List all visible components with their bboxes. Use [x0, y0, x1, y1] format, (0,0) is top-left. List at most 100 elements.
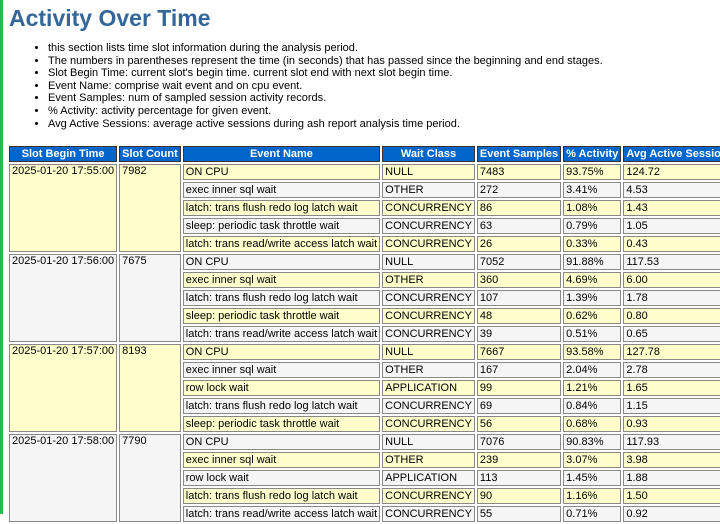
activity-cell: 1.16% [563, 488, 622, 504]
note: Avg Active Sessions: average active sess… [48, 118, 603, 131]
event-name-cell: latch: trans flush redo log latch wait [182, 290, 381, 306]
table-row: sleep: periodic task throttle wait CONCUR… [9, 308, 720, 324]
wait-class-cell: CONCURRENCY [382, 398, 475, 414]
event-name-cell: exec inner sql wait [182, 452, 381, 468]
table-row: exec inner sql wait OTHER 167 2.04% 2.78 [9, 362, 720, 378]
event-samples-cell: 63 [476, 218, 562, 234]
activity-cell: 1.45% [563, 470, 622, 486]
column-header: Avg Active Sessions [623, 146, 720, 162]
avg-sessions-cell: 1.15 [623, 398, 720, 414]
slot-count-cell: 7982 [119, 164, 181, 252]
activity-cell: 2.04% [563, 362, 622, 378]
avg-sessions-cell: 1.50 [623, 488, 720, 504]
table-row: latch: trans read/write access latch wai… [9, 326, 720, 342]
event-name-cell: sleep: periodic task throttle wait [182, 218, 381, 234]
event-name-cell: latch: trans read/write access latch wai… [182, 326, 381, 342]
activity-cell: 93.58% [563, 344, 622, 360]
note: Event Samples: num of sampled session ac… [48, 92, 603, 105]
column-header: Event Samples [476, 146, 562, 162]
activity-cell: 0.71% [563, 506, 622, 522]
event-name-cell: row lock wait [182, 470, 381, 486]
activity-cell: 1.39% [563, 290, 622, 306]
column-header: Event Name [182, 146, 381, 162]
avg-sessions-cell: 124.72 [623, 164, 720, 180]
wait-class-cell: APPLICATION [382, 470, 475, 486]
table-body: 2025-01-20 17:55:00 7982 ON CPU NULL 7483 93.… [9, 164, 720, 522]
event-name-cell: exec inner sql wait [182, 272, 381, 288]
activity-cell: 93.75% [563, 164, 622, 180]
column-header: Wait Class [382, 146, 475, 162]
avg-sessions-cell: 127.78 [623, 344, 720, 360]
event-samples-cell: 239 [476, 452, 562, 468]
avg-sessions-cell: 0.93 [623, 416, 720, 432]
column-header: Slot Count [119, 146, 181, 162]
table-row: 2025-01-20 17:55:00 7982 ON CPU NULL 7483 93.… [9, 164, 720, 252]
slot-begin-cell: 2025-01-20 17:56:00 [9, 254, 118, 342]
table-row: latch: trans flush redo log latch wait CO… [9, 290, 720, 306]
event-name-cell: latch: trans read/write access latch wai… [182, 236, 381, 252]
event-name-cell: exec inner sql wait [182, 362, 381, 378]
avg-sessions-cell: 0.43 [623, 236, 720, 252]
column-header: % Activity [563, 146, 622, 162]
table-row: exec inner sql wait OTHER 239 3.07% 3.98 [9, 452, 720, 468]
activity-cell: 91.88% [563, 254, 622, 270]
event-name-cell: ON CPU [182, 344, 381, 360]
activity-cell: 90.83% [563, 434, 622, 450]
activity-cell: 0.79% [563, 218, 622, 234]
event-samples-cell: 7483 [476, 164, 562, 180]
event-samples-cell: 167 [476, 362, 562, 378]
event-samples-cell: 272 [476, 182, 562, 198]
table-row: latch: trans flush redo log latch wait CO… [9, 488, 720, 504]
wait-class-cell: NULL [382, 434, 475, 450]
event-samples-cell: 7667 [476, 344, 562, 360]
avg-sessions-cell: 0.65 [623, 326, 720, 342]
event-samples-cell: 56 [476, 416, 562, 432]
table-row: row lock wait APPLICATION 99 1.21% 1.65 [9, 380, 720, 396]
event-samples-cell: 99 [476, 380, 562, 396]
table-row: 2025-01-20 17:56:00 7675 ON CPU NULL 7052 91.… [9, 254, 720, 342]
notes-list: this section lists time slot information… [0, 42, 603, 130]
slot-count-cell: 7790 [119, 434, 181, 522]
event-name-cell: ON CPU [182, 164, 381, 180]
event-samples-cell: 7076 [476, 434, 562, 450]
slot-count-cell: 7675 [119, 254, 181, 342]
wait-class-cell: CONCURRENCY [382, 200, 475, 216]
event-name-cell: latch: trans read/write access latch wai… [182, 506, 381, 522]
event-samples-cell: 90 [476, 488, 562, 504]
table-row: sleep: periodic task throttle wait CONCUR… [9, 218, 720, 234]
wait-class-cell: CONCURRENCY [382, 326, 475, 342]
avg-sessions-cell: 117.93 [623, 434, 720, 450]
table-row: exec inner sql wait OTHER 272 3.41% 4.53 [9, 182, 720, 198]
activity-cell: 0.62% [563, 308, 622, 324]
table-row: row lock wait APPLICATION 113 1.45% 1.88 [9, 470, 720, 486]
activity-cell: 4.69% [563, 272, 622, 288]
activity-cell: 0.51% [563, 326, 622, 342]
event-name-cell: sleep: periodic task throttle wait [182, 308, 381, 324]
event-name-cell: latch: trans flush redo log latch wait [182, 200, 381, 216]
avg-sessions-cell: 1.05 [623, 218, 720, 234]
event-samples-cell: 107 [476, 290, 562, 306]
avg-sessions-cell: 3.98 [623, 452, 720, 468]
activity-cell: 0.33% [563, 236, 622, 252]
wait-class-cell: OTHER [382, 452, 475, 468]
event-name-cell: latch: trans flush redo log latch wait [182, 488, 381, 504]
event-name-cell: ON CPU [182, 434, 381, 450]
activity-cell: 3.41% [563, 182, 622, 198]
table-row: latch: trans read/write access latch wai… [9, 236, 720, 252]
wait-class-cell: NULL [382, 344, 475, 360]
note: Event Name: comprise wait event and on c… [48, 80, 603, 93]
event-samples-cell: 55 [476, 506, 562, 522]
event-samples-cell: 86 [476, 200, 562, 216]
avg-sessions-cell: 6.00 [623, 272, 720, 288]
note: this section lists time slot information… [48, 42, 603, 55]
avg-sessions-cell: 117.53 [623, 254, 720, 270]
event-samples-cell: 26 [476, 236, 562, 252]
column-header: Slot Begin Time [9, 146, 118, 162]
avg-sessions-cell: 4.53 [623, 182, 720, 198]
event-samples-cell: 360 [476, 272, 562, 288]
event-name-cell: exec inner sql wait [182, 182, 381, 198]
wait-class-cell: NULL [382, 254, 475, 270]
event-samples-cell: 113 [476, 470, 562, 486]
table-row: 2025-01-20 17:58:00 7790 ON CPU NULL 7076 90.… [9, 434, 720, 522]
